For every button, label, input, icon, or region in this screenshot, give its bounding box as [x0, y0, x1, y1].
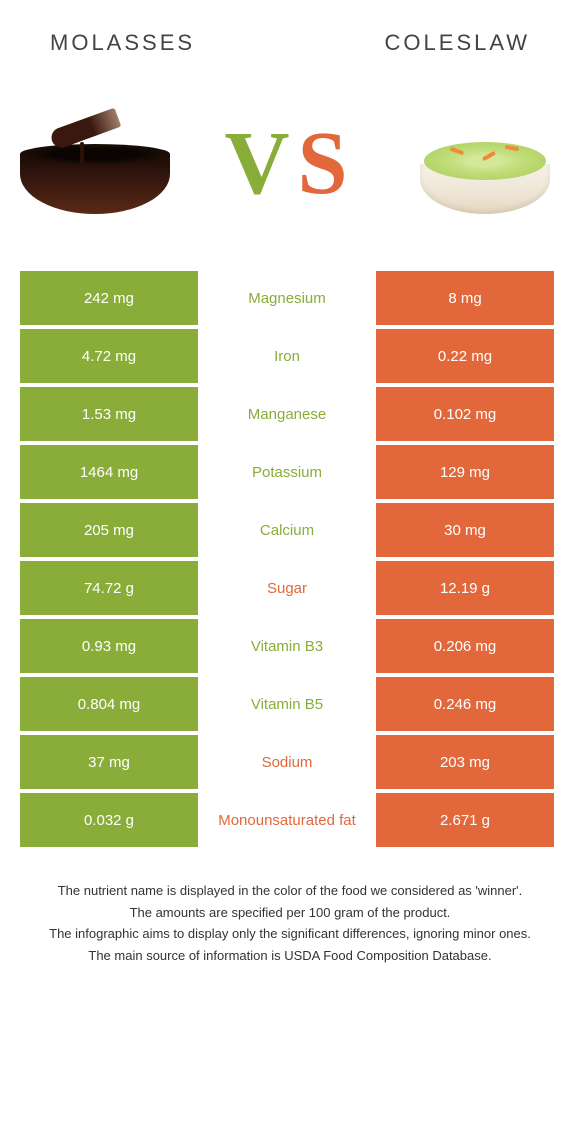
right-value: 0.102 mg [376, 387, 554, 441]
coleslaw-illustration [410, 89, 560, 239]
nutrient-name: Monounsaturated fat [198, 793, 376, 847]
table-row: 242 mgMagnesium8 mg [20, 271, 560, 325]
nutrient-name: Magnesium [198, 271, 376, 325]
right-value: 2.671 g [376, 793, 554, 847]
table-row: 205 mgCalcium30 mg [20, 503, 560, 557]
table-row: 1464 mgPotassium129 mg [20, 445, 560, 499]
right-value: 30 mg [376, 503, 554, 557]
right-value: 0.246 mg [376, 677, 554, 731]
vs-v: V [224, 114, 297, 213]
nutrient-name: Manganese [198, 387, 376, 441]
footnote-line: The nutrient name is displayed in the co… [40, 881, 540, 901]
hero-row: VS [20, 76, 560, 251]
table-row: 0.032 gMonounsaturated fat2.671 g [20, 793, 560, 847]
left-value: 0.032 g [20, 793, 198, 847]
left-value: 1464 mg [20, 445, 198, 499]
table-row: 0.93 mgVitamin B30.206 mg [20, 619, 560, 673]
left-value: 1.53 mg [20, 387, 198, 441]
left-value: 37 mg [20, 735, 198, 789]
right-value: 8 mg [376, 271, 554, 325]
nutrient-table: 242 mgMagnesium8 mg4.72 mgIron0.22 mg1.5… [20, 271, 560, 851]
left-value: 74.72 g [20, 561, 198, 615]
right-value: 129 mg [376, 445, 554, 499]
nutrient-name: Iron [198, 329, 376, 383]
right-value: 12.19 g [376, 561, 554, 615]
table-row: 0.804 mgVitamin B50.246 mg [20, 677, 560, 731]
right-value: 0.206 mg [376, 619, 554, 673]
footnote-line: The infographic aims to display only the… [40, 924, 540, 944]
nutrient-name: Vitamin B3 [198, 619, 376, 673]
nutrient-name: Sugar [198, 561, 376, 615]
table-row: 37 mgSodium203 mg [20, 735, 560, 789]
table-row: 74.72 gSugar12.19 g [20, 561, 560, 615]
nutrient-name: Sodium [198, 735, 376, 789]
title-row: MOLASSES COLESLAW [20, 30, 560, 56]
left-value: 4.72 mg [20, 329, 198, 383]
left-value: 0.93 mg [20, 619, 198, 673]
table-row: 1.53 mgManganese0.102 mg [20, 387, 560, 441]
left-value: 0.804 mg [20, 677, 198, 731]
vs-s: S [297, 114, 355, 213]
footnote-line: The amounts are specified per 100 gram o… [40, 903, 540, 923]
title-left: MOLASSES [50, 30, 195, 56]
footnotes: The nutrient name is displayed in the co… [20, 881, 560, 965]
footnote-line: The main source of information is USDA F… [40, 946, 540, 966]
nutrient-name: Calcium [198, 503, 376, 557]
vs-label: VS [224, 112, 355, 215]
nutrient-name: Vitamin B5 [198, 677, 376, 731]
right-value: 0.22 mg [376, 329, 554, 383]
right-value: 203 mg [376, 735, 554, 789]
left-value: 205 mg [20, 503, 198, 557]
title-right: COLESLAW [385, 30, 530, 56]
nutrient-name: Potassium [198, 445, 376, 499]
table-row: 4.72 mgIron0.22 mg [20, 329, 560, 383]
left-value: 242 mg [20, 271, 198, 325]
molasses-illustration [20, 89, 170, 239]
